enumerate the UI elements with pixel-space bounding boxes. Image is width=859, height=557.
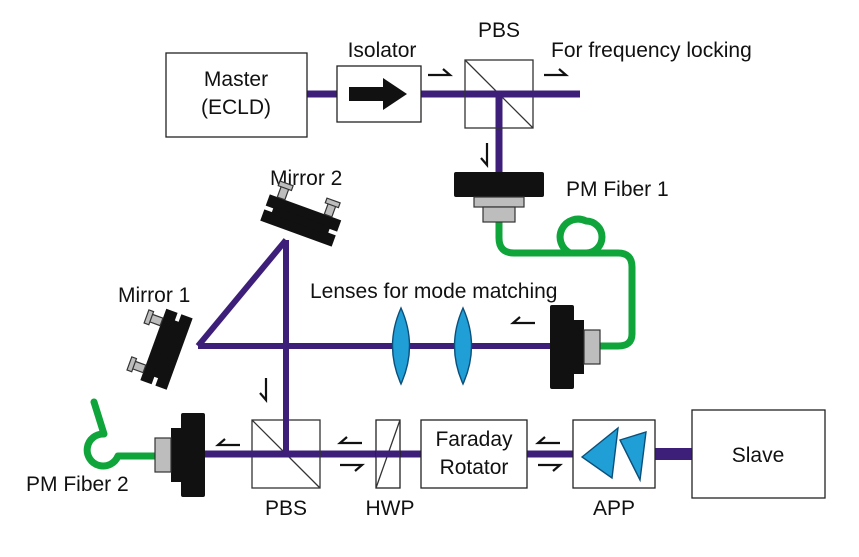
slave-box [691, 409, 826, 499]
lens-1 [391, 306, 411, 386]
arrow-down-icon [480, 143, 489, 168]
mirror-1-label: Mirror 1 [118, 284, 190, 307]
lenses [391, 306, 473, 386]
fiber-coupler-mount [550, 305, 574, 389]
mirror-1 [126, 308, 193, 390]
pbs-bottom-label: PBS [265, 497, 307, 520]
pm-fiber-1-label: PM Fiber 1 [566, 178, 669, 201]
master-label-line2: (ECLD) [201, 96, 271, 119]
fiber-coupler-flange [171, 428, 181, 482]
isolator-label: Isolator [348, 39, 417, 62]
direction-arrows [215, 68, 569, 472]
arrow-left-icon [535, 436, 560, 445]
mirror-screw-head [277, 180, 294, 192]
fiber-coupler-flange [574, 320, 584, 374]
laser-beams [195, 90, 692, 460]
mirror-2 [260, 180, 342, 247]
master-laser: Master (ECLD) [165, 52, 308, 138]
slave-laser: Slave [691, 409, 826, 499]
isolator: Isolator [336, 39, 422, 123]
pm-fiber-1 [495, 215, 636, 350]
fiber-connector [154, 437, 172, 473]
prism-2 [619, 431, 647, 483]
faraday-label-line2: Rotator [440, 456, 509, 479]
half-wave-plate: HWP [366, 419, 415, 520]
master-box [165, 52, 308, 138]
fiber-coupler-mount [454, 172, 544, 197]
mirror-screw-head [324, 197, 341, 209]
lenses-label: Lenses for mode matching [310, 280, 557, 303]
pbs-bottom: PBS [251, 419, 321, 520]
anamorphic-prism-pair: APP [572, 419, 656, 520]
mirror-mount-back [265, 194, 342, 232]
master-label-line1: Master [204, 68, 268, 91]
fiber-2-coupler [154, 413, 205, 497]
arrow-right-icon [538, 463, 563, 472]
prism-1 [580, 426, 619, 480]
mirror-mount-back [140, 308, 178, 385]
arrow-left-icon [215, 438, 240, 447]
arrow-left-icon [337, 436, 362, 445]
faraday-rotator: Faraday Rotator [420, 419, 528, 489]
pbs-top-label: PBS [478, 19, 520, 42]
fiber-connector [583, 329, 601, 365]
pm-fiber-2-label: PM Fiber 2 [26, 473, 129, 496]
mirror-mount-plate [271, 206, 331, 235]
mirror-mount-front [155, 314, 193, 390]
mirror-screw-head [126, 356, 138, 373]
fiber-1-coupler-right [550, 305, 601, 389]
slave-label: Slave [732, 444, 785, 467]
mirror-mount-front [260, 209, 336, 247]
fiber-connector-tip [482, 206, 516, 223]
lens-2 [453, 306, 473, 386]
app-label: APP [593, 497, 635, 520]
faraday-box [420, 419, 528, 489]
arrow-down-icon [259, 378, 268, 403]
fiber-coupler-mount [181, 413, 205, 497]
pm-fiber-2 [83, 398, 159, 470]
arrow-left-icon [510, 316, 535, 325]
arrow-right-icon [544, 68, 569, 77]
faraday-label-line1: Faraday [435, 428, 513, 451]
hwp-label: HWP [366, 497, 415, 520]
freq-locking-label: For frequency locking [551, 39, 752, 62]
fiber-1-coupler-top [454, 172, 544, 223]
arrow-right-icon [428, 68, 453, 77]
isolator-arrow-icon [349, 78, 407, 110]
pbs-top: PBS [464, 19, 534, 129]
beam-mirror-1-to-mirror-2 [195, 238, 289, 348]
arrow-right-icon [340, 463, 365, 472]
fiber-connector [473, 196, 525, 208]
mirror-screw-head [143, 309, 155, 326]
mirror-mount-plate [152, 319, 181, 379]
